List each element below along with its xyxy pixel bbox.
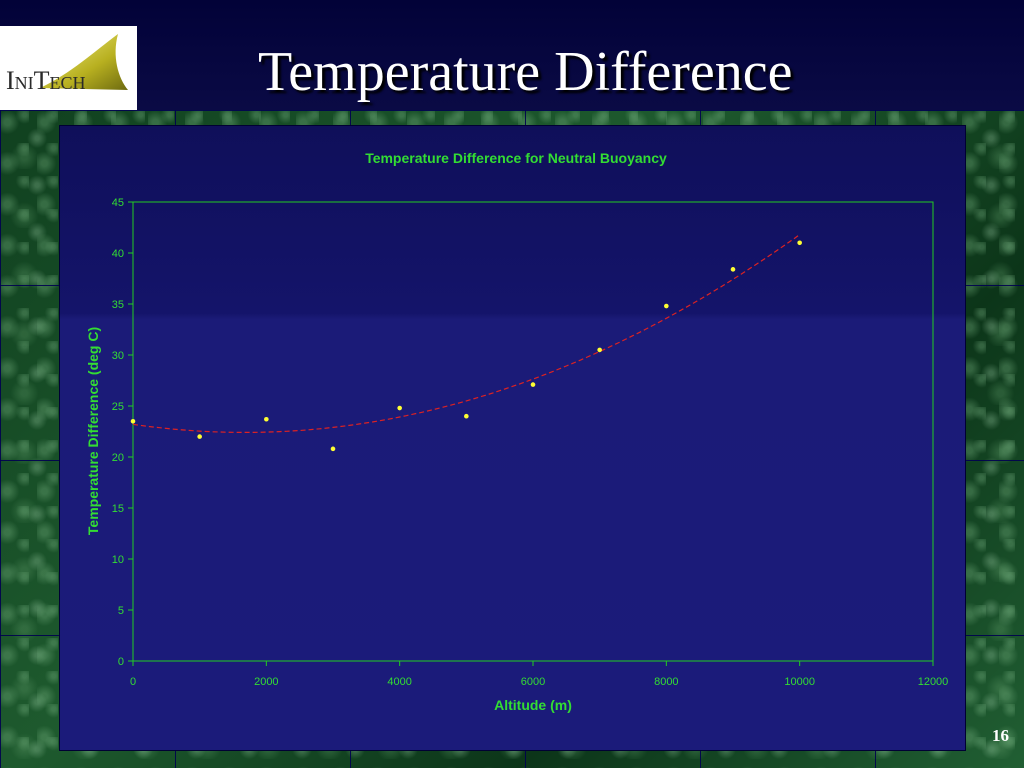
y-tick-label: 0: [118, 656, 124, 668]
data-point: [664, 303, 669, 309]
y-tick-label: 10: [112, 554, 124, 566]
chart-title: Temperature Difference for Neutral Buoya…: [365, 150, 667, 166]
data-point: [597, 347, 602, 353]
data-points: [130, 240, 802, 452]
x-tick-label: 10000: [784, 676, 815, 688]
y-axis-label: Temperature Difference (deg C): [85, 327, 101, 535]
data-point: [530, 382, 536, 387]
trendline: [132, 234, 801, 433]
data-point: [797, 240, 802, 246]
x-tick-label: 8000: [654, 676, 678, 688]
data-point: [730, 267, 736, 272]
y-tick-label: 15: [112, 503, 124, 515]
logo-text: IniTech: [6, 66, 86, 95]
x-tick-label: 6000: [521, 676, 545, 688]
y-tick-label: 45: [112, 197, 124, 209]
data-point: [464, 413, 469, 419]
slide-title: Temperature Difference: [258, 41, 793, 103]
data-point: [264, 416, 269, 422]
x-axis-label: Altitude (m): [494, 697, 572, 713]
x-axis: 0 2000 4000 6000 8000 10000 12000: [130, 661, 948, 688]
data-point: [197, 434, 202, 439]
y-tick-label: 20: [112, 452, 124, 464]
x-tick-label: 12000: [918, 676, 949, 688]
y-tick-label: 35: [112, 299, 124, 311]
x-tick-label: 4000: [387, 676, 411, 688]
y-tick-label: 30: [112, 350, 124, 362]
y-tick-label: 40: [112, 248, 124, 260]
y-axis: 0 5 10 15 20 25 30 35 40 45: [112, 197, 133, 668]
plot-area-frame: [132, 201, 934, 662]
company-logo: IniTech: [0, 26, 137, 110]
y-tick-label: 5: [118, 605, 124, 617]
data-point: [130, 419, 136, 424]
x-tick-label: 0: [130, 676, 136, 688]
chart-panel: Temperature Difference for Neutral Buoya…: [60, 126, 965, 750]
data-point: [330, 446, 336, 452]
data-point: [397, 405, 402, 411]
y-tick-label: 25: [112, 401, 124, 413]
scatter-chart: Temperature Difference for Neutral Buoya…: [85, 150, 948, 713]
slide-header: [0, 0, 1024, 110]
page-number: 16: [992, 726, 1009, 745]
x-tick-label: 2000: [254, 676, 278, 688]
logo-icon: [40, 34, 128, 90]
